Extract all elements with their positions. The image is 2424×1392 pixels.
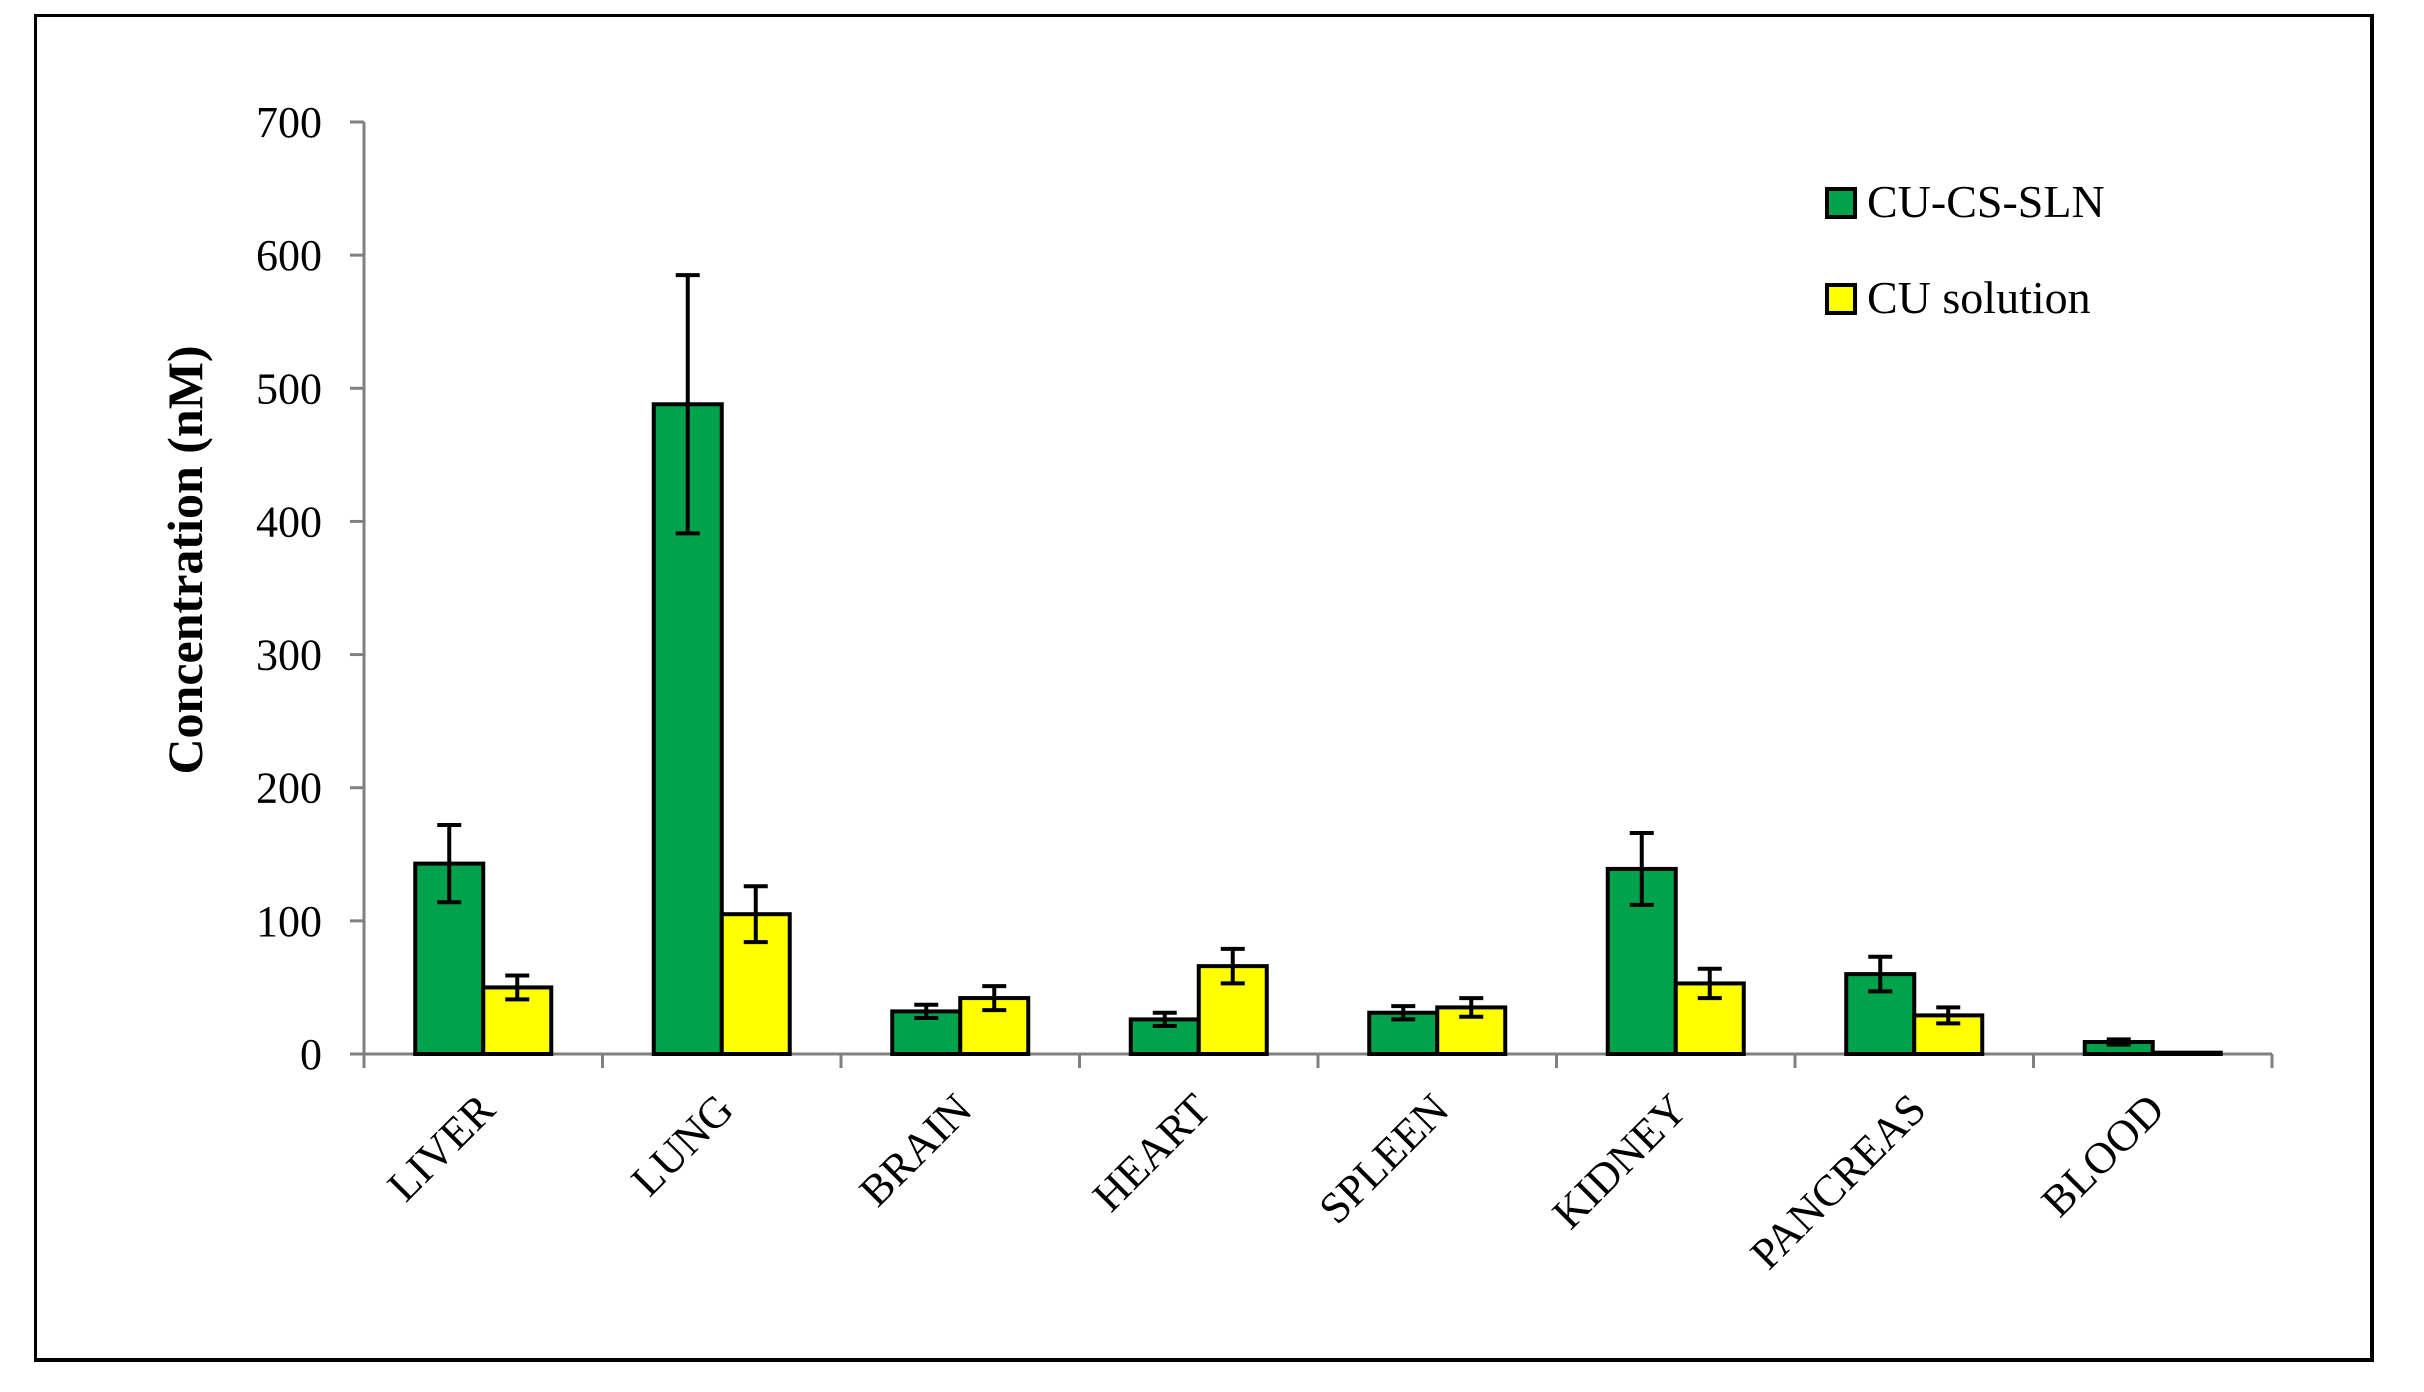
legend-label: CU-CS-SLN (1867, 176, 2105, 227)
y-tick-label: 300 (256, 631, 322, 680)
x-category-labels: LIVER LUNG BRAIN HEART SPLEEN KIDNEY PANCREAS B… (378, 1084, 2174, 1279)
y-tick-label: 0 (300, 1030, 322, 1079)
x-category-label: BRAIN (850, 1084, 981, 1215)
axes (350, 120, 2274, 1068)
y-tick-label: 400 (256, 497, 322, 546)
legend: CU-CS-SLN CU solution (1825, 176, 2105, 323)
x-category-label: HEART (1083, 1084, 1220, 1221)
bars (413, 273, 2223, 1057)
y-axis-title: Concentration (nM) (157, 345, 213, 774)
y-tick-label: 700 (256, 98, 322, 147)
chart-frame: 0 100 200 300 400 500 600 700 LIVER LUNG BRAIN HEA… (34, 14, 2374, 1362)
bar-chart: 0 100 200 300 400 500 600 700 LIVER LUNG BRAIN HEA… (157, 98, 2274, 1279)
legend-swatch (1825, 187, 1857, 219)
y-tick-label: 500 (256, 364, 322, 413)
x-category-label: PANCREAS (1741, 1084, 1935, 1278)
x-category-label: BLOOD (2032, 1084, 2174, 1226)
x-category-label: KIDNEY (1543, 1084, 1697, 1238)
x-category-label: SPLEEN (1310, 1084, 1459, 1233)
x-category-label: LUNG (622, 1084, 743, 1205)
bar-cu-solution-blood (2150, 1050, 2223, 1057)
legend-swatch (1825, 283, 1857, 315)
y-tick-labels: 0 100 200 300 400 500 600 700 (256, 98, 322, 1079)
y-tick-label: 100 (256, 897, 322, 946)
x-category-label: LIVER (378, 1084, 505, 1211)
legend-label: CU solution (1867, 272, 2091, 323)
y-tick-label: 200 (256, 764, 322, 813)
y-tick-label: 600 (256, 231, 322, 280)
